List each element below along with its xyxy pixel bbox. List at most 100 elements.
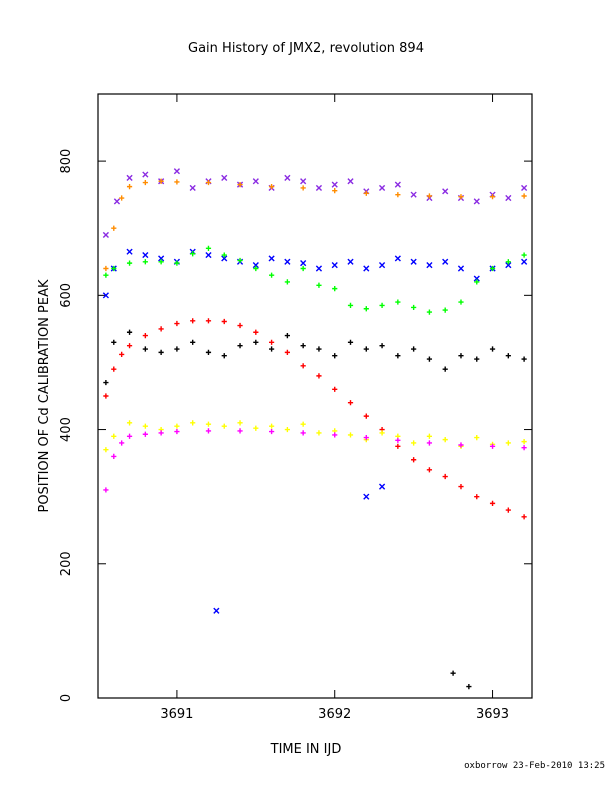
y-tick-label: 400: [59, 417, 74, 442]
data-point: [252, 262, 259, 269]
data-point: [300, 178, 307, 185]
data-point: [221, 174, 228, 181]
data-point: [237, 322, 243, 329]
data-point: [474, 356, 480, 362]
data-point: [205, 349, 212, 355]
data-point: [190, 251, 196, 257]
data-point: [158, 255, 165, 262]
data-point: [426, 309, 433, 315]
data-point: [395, 192, 401, 198]
data-point: [332, 432, 338, 438]
data-point: [521, 258, 528, 265]
y-tick-label: 0: [59, 694, 74, 702]
data-point: [521, 514, 527, 520]
data-point: [300, 343, 306, 349]
data-point: [505, 259, 511, 265]
data-point: [521, 439, 527, 445]
data-point: [142, 346, 148, 352]
data-point: [158, 259, 164, 265]
data-point: [174, 428, 180, 435]
data-point: [426, 193, 433, 199]
data-point: [237, 420, 243, 426]
data-point: [142, 251, 149, 259]
data-point: [142, 179, 148, 186]
data-point: [142, 171, 149, 178]
data-point: [142, 259, 148, 265]
data-point: [126, 329, 133, 335]
data-point: [347, 432, 354, 438]
y-tick-label: 600: [59, 283, 74, 308]
data-point: [411, 304, 417, 311]
data-point: [379, 343, 385, 349]
data-point: [521, 356, 527, 362]
data-point: [489, 265, 496, 272]
data-point: [190, 339, 196, 345]
data-point: [103, 265, 109, 272]
data-point: [205, 318, 212, 324]
data-point: [466, 683, 472, 690]
data-point: [113, 198, 121, 205]
data-point: [284, 279, 290, 285]
plot-frame: [97, 93, 533, 699]
data-point: [142, 423, 148, 429]
data-point: [221, 252, 227, 258]
data-point: [458, 194, 464, 200]
data-point: [505, 194, 512, 202]
data-point: [300, 363, 306, 369]
data-point: [284, 258, 291, 265]
data-point: [221, 423, 227, 429]
data-point: [237, 257, 243, 264]
data-point: [521, 184, 528, 192]
data-point: [119, 351, 125, 357]
data-point: [378, 483, 386, 490]
x-axis-ticks: 3691 3692 3693: [160, 94, 509, 722]
data-point: [394, 255, 401, 262]
data-point: [442, 188, 449, 195]
data-point: [347, 178, 354, 185]
data-point: [174, 320, 180, 327]
data-point: [458, 442, 464, 448]
data-point: [174, 423, 180, 429]
data-point: [363, 346, 369, 352]
data-point: [378, 184, 386, 192]
data-point: [426, 356, 433, 362]
data-point: [347, 339, 354, 345]
data-point: [213, 607, 220, 614]
data-point: [505, 507, 511, 513]
data-point: [394, 181, 401, 188]
data-point: [363, 306, 369, 312]
y-axis-ticks: 0 200 400 600 800: [59, 149, 532, 702]
data-point: [284, 174, 291, 181]
data-point: [103, 379, 109, 386]
data-point: [379, 430, 385, 436]
data-marks: [102, 168, 528, 690]
data-point: [332, 353, 338, 359]
data-point: [269, 339, 275, 345]
data-point: [347, 258, 354, 265]
data-point: [102, 292, 109, 299]
data-point: [174, 260, 180, 266]
data-point: [103, 487, 109, 493]
data-point: [221, 318, 227, 325]
data-point: [237, 343, 243, 349]
data-point: [316, 346, 322, 352]
data-point: [158, 178, 164, 184]
data-point: [426, 467, 433, 473]
data-point: [331, 262, 338, 269]
data-point: [126, 433, 133, 439]
data-point: [126, 260, 133, 266]
data-point: [158, 326, 164, 332]
data-point: [332, 286, 338, 292]
data-point: [269, 272, 275, 278]
data-point: [300, 260, 307, 267]
data-point: [521, 193, 527, 199]
data-point: [253, 339, 259, 345]
data-point: [284, 349, 290, 355]
x-axis-label: TIME IN IJD: [270, 742, 342, 757]
y-tick-label: 200: [59, 551, 74, 576]
data-point: [489, 346, 496, 352]
y-tick-label: 800: [59, 149, 74, 174]
data-point: [221, 255, 228, 262]
data-point: [426, 262, 433, 269]
data-point: [205, 428, 212, 434]
